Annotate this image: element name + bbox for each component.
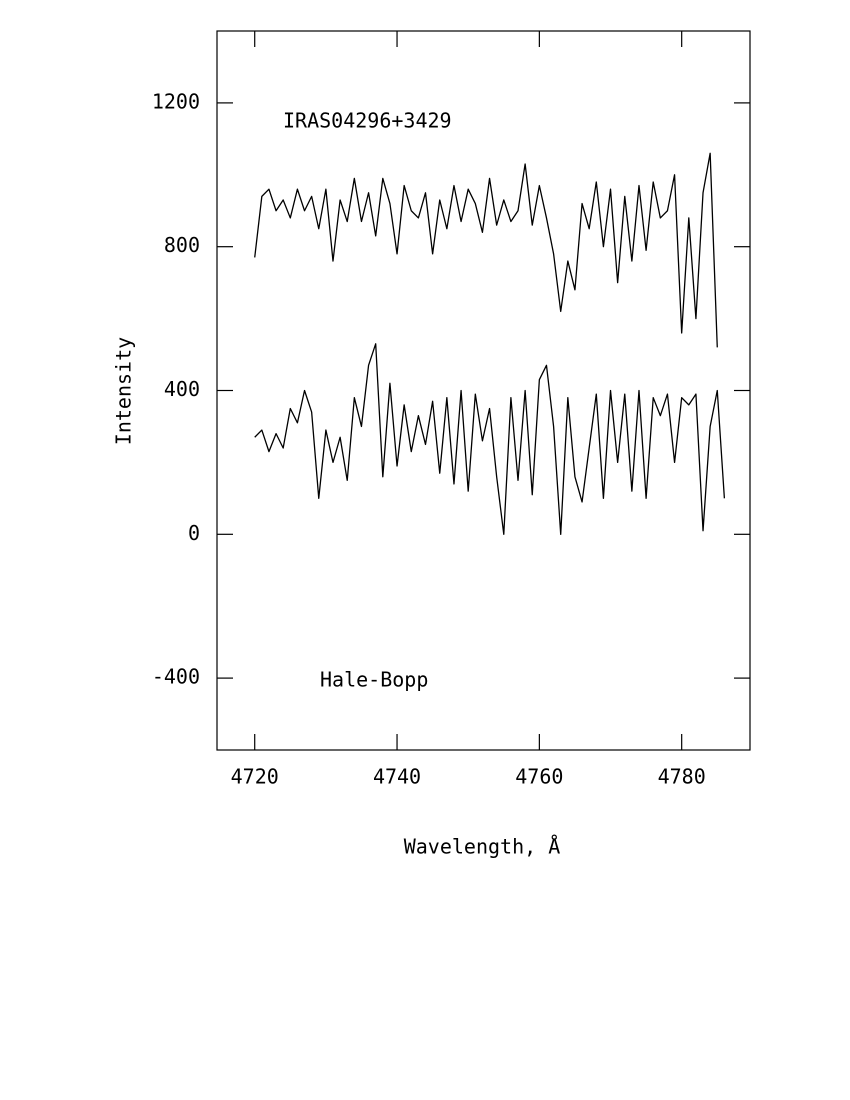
x-tick-label: 4760 [515, 765, 563, 789]
x-axis-label: Wavelength, Å [404, 835, 561, 859]
plot-frame [216, 30, 751, 751]
series-line [254, 343, 726, 535]
y-axis-label: Intensity [112, 337, 136, 445]
y-tick-label: 0 [188, 521, 200, 545]
x-tick-label: 4740 [373, 765, 421, 789]
annotation: IRAS04296+3429 [283, 109, 452, 133]
annotation: Hale-Bopp [320, 668, 428, 692]
series-line [254, 152, 718, 348]
y-tick-label: 400 [164, 377, 200, 401]
x-tick-label: 4780 [658, 765, 706, 789]
y-tick-label: 1200 [152, 89, 200, 113]
x-tick-label: 4720 [231, 765, 279, 789]
y-tick-label: -400 [152, 665, 200, 689]
y-tick-label: 800 [164, 233, 200, 257]
